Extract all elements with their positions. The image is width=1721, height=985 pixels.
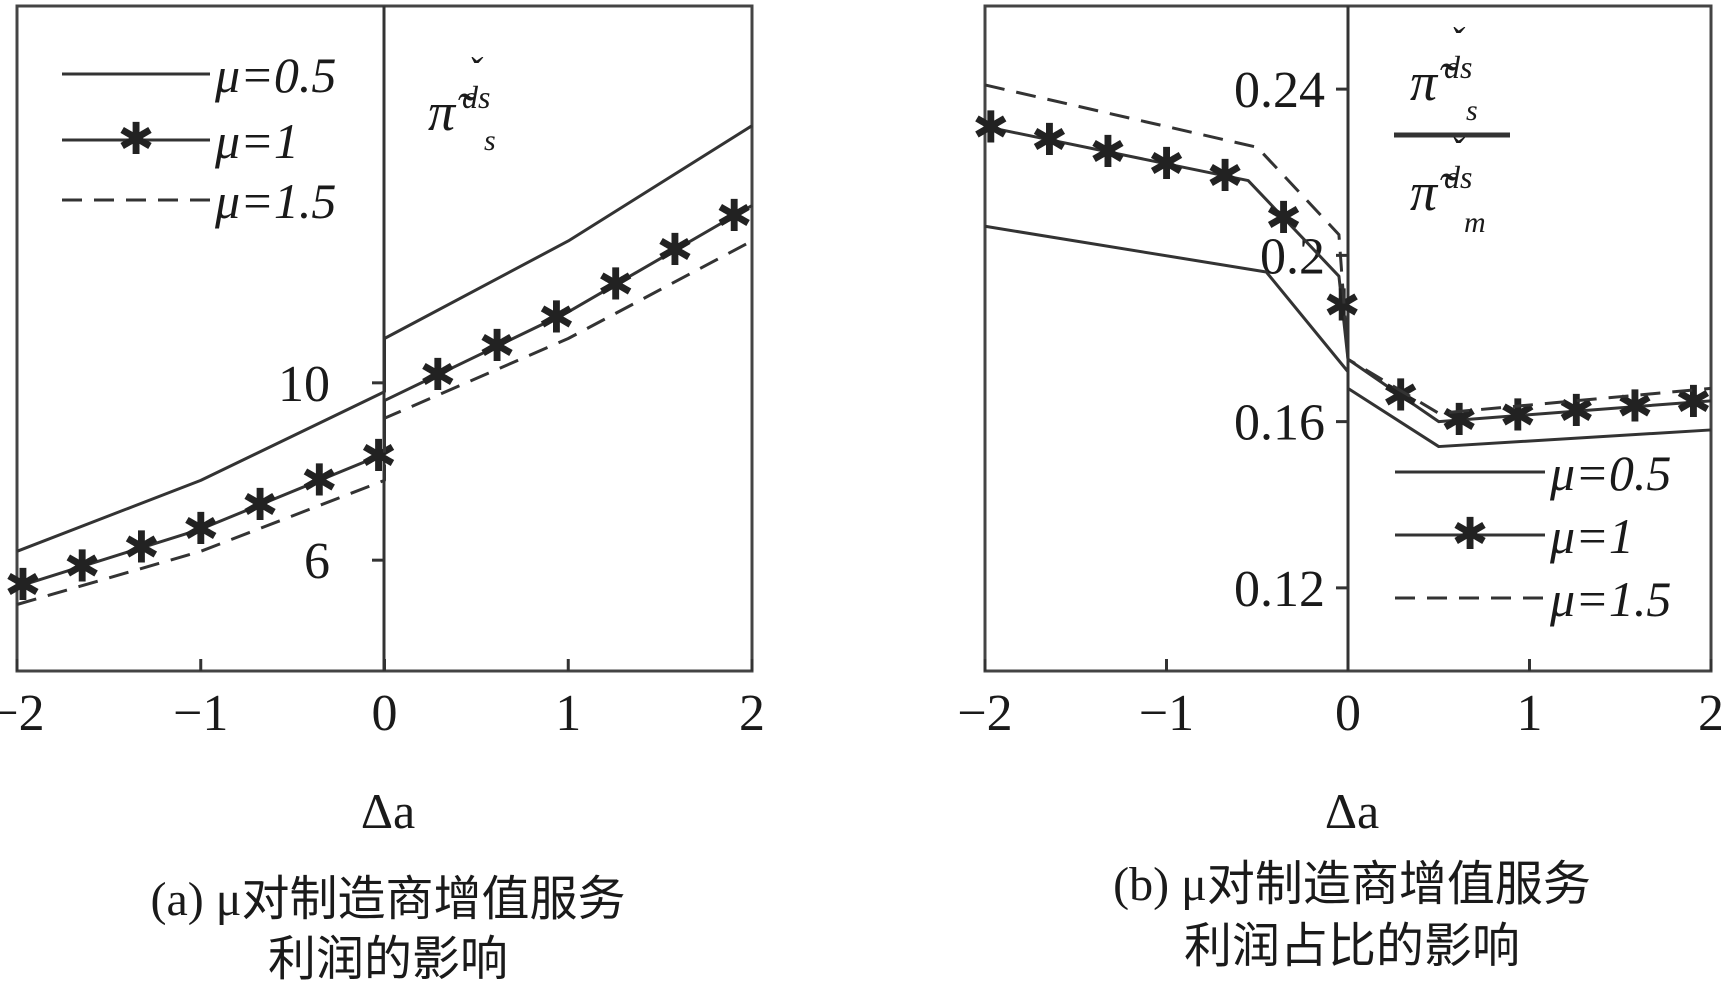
legend-a-label-3: μ=1.5 (214, 173, 336, 229)
annotation-a-sub: s (484, 124, 496, 157)
x-tick-label-a-2: 0 (372, 685, 398, 742)
star-marker-b-1: ✱ (1031, 115, 1068, 166)
annotation-b-den-accent: ˇ (1450, 129, 1466, 174)
x-tick-label-a-1: −1 (173, 685, 228, 742)
star-marker-a-6: ✱ (360, 431, 397, 482)
legend-a-star-2: ✱ (118, 114, 155, 165)
legend-a: μ=0.5 ✱ μ=1 μ=1.5 (62, 47, 336, 229)
legend-b-label-1: μ=0.5 (1549, 445, 1671, 501)
star-marker-a-7: ✱ (419, 350, 456, 401)
series-line-a-1 (16, 204, 753, 589)
legend-b-label-3: μ=1.5 (1549, 571, 1671, 627)
x-tick-label-b-3: 1 (1517, 685, 1543, 742)
star-marker-a-10: ✱ (597, 259, 634, 310)
star-marker-b-11: ✱ (1616, 382, 1653, 433)
y-tick-label-b-0: 0.12 (1234, 561, 1325, 618)
y-tick-label-b-1: 0.16 (1234, 395, 1325, 452)
legend-a-label-2: μ=1 (214, 113, 299, 169)
y-tick-label-a-1: 10 (278, 356, 330, 413)
series-line-b-2 (984, 83, 1712, 415)
chart-panel-b: 0.120.160.20.24 ✱ ✱ ✱ ✱ ✱✱✱✱ ✱ ✱ ✱ ✱ ✱ −2 −1 0 1 2 π̃… (957, 4, 1721, 973)
x-tick-label-a-3: 1 (555, 685, 581, 742)
x-tick-label-b-0: −2 (957, 685, 1012, 742)
series-line-b-1 (984, 125, 1712, 424)
annotation-b-den-sub: m (1464, 206, 1486, 239)
x-tick-label-a-4: 2 (739, 685, 765, 742)
x-tick-label-b-2: 0 (1335, 685, 1361, 742)
star-marker-a-12: ✱ (716, 191, 753, 242)
star-marker-b-7: ✱ (1382, 370, 1419, 421)
x-tick-label-b-1: −1 (1139, 685, 1194, 742)
star-marker-b-0: ✱ (972, 103, 1009, 154)
caption-b-line-1: (b) μ对制造商增值服务 (1113, 858, 1591, 911)
annotation-b-num-sup: ds (1444, 49, 1472, 85)
star-marker-a-11: ✱ (657, 225, 694, 276)
chart-panel-a: 610 ✱ ✱ ✱ ✱ ✱ ✱ ✱✱✱✱✱✱✱ −2 −1 0 1 2 π̃ ˇ ds s μ=0.… (0, 4, 765, 985)
star-marker-b-8: ✱ (1441, 395, 1478, 446)
series-line-b-0 (984, 224, 1712, 449)
x-axis-label-a: Δa (361, 783, 415, 839)
star-marker-b-2: ✱ (1090, 127, 1127, 178)
annotation-b-num-sub: s (1466, 94, 1478, 127)
star-marker-a-5: ✱ (301, 456, 338, 507)
caption-b-line-2: 利润占比的影响 (1184, 920, 1520, 973)
series-line-a-0 (16, 124, 753, 553)
annotation-a-accent: ˇ (468, 49, 484, 94)
legend-b: μ=0.5 ✱ μ=1 μ=1.5 (1395, 445, 1671, 627)
star-marker-a-1: ✱ (64, 541, 101, 592)
y-tick-label-b-3: 0.24 (1234, 62, 1325, 119)
annotation-a-sup: ds (462, 79, 490, 115)
x-tick-label-a-0: −2 (0, 685, 45, 742)
star-marker-b-4: ✱ (1207, 151, 1244, 202)
star-marker-b-12: ✱ (1675, 377, 1712, 428)
star-marker-b-5: ✱ (1265, 193, 1302, 244)
star-marker-b-10: ✱ (1558, 386, 1595, 437)
legend-a-label-1: μ=0.5 (214, 47, 336, 103)
legend-b-label-2: μ=1 (1549, 508, 1634, 564)
annotation-b: π̃ ˇ ds s π̃ ˇ ds m (1394, 19, 1510, 239)
caption-a-line-2: 利润的影响 (268, 933, 508, 985)
annotation-b-num-accent: ˇ (1450, 19, 1466, 64)
star-marker-a-9: ✱ (538, 293, 575, 344)
y-tick-label-a-0: 6 (304, 533, 330, 590)
annotation-b-den-sup: ds (1444, 159, 1472, 195)
caption-a-line-1: (a) μ对制造商增值服务 (150, 873, 625, 926)
series-line-a-2 (16, 239, 753, 606)
star-marker-b-3: ✱ (1148, 139, 1185, 190)
legend-b-star-2: ✱ (1452, 509, 1489, 560)
annotation-a: π̃ ˇ ds s (428, 49, 496, 157)
x-axis-label-b: Δa (1325, 783, 1379, 839)
star-marker-b-9: ✱ (1499, 391, 1536, 442)
x-tick-label-b-4: 2 (1698, 685, 1721, 742)
